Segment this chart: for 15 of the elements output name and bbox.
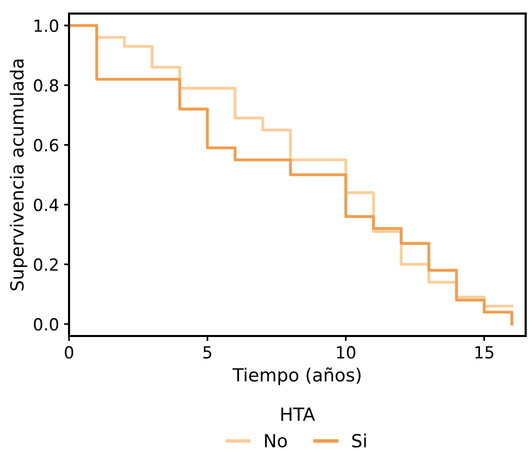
y-tick-label: 0.8 xyxy=(34,79,58,92)
y-tick-label: 0.2 xyxy=(34,258,58,271)
y-tick-label: 1.0 xyxy=(34,19,58,32)
x-tick-label: 10 xyxy=(337,346,356,359)
y-tick-label: 0.4 xyxy=(34,198,58,212)
y-tick-label: 0.0 xyxy=(34,318,58,331)
legend-title: HTA xyxy=(281,408,315,421)
legend-label: Si xyxy=(352,434,366,448)
x-tick-label: 15 xyxy=(475,346,494,359)
legend-label: No xyxy=(265,434,287,448)
x-tick-label: 5 xyxy=(203,346,212,359)
x-tick-label: 0 xyxy=(64,346,74,359)
y-tick-label: 0.6 xyxy=(34,138,58,152)
x-axis-title: Tiempo (años) xyxy=(232,367,361,386)
y-axis-title: Supervivencia acumulada xyxy=(10,60,28,290)
